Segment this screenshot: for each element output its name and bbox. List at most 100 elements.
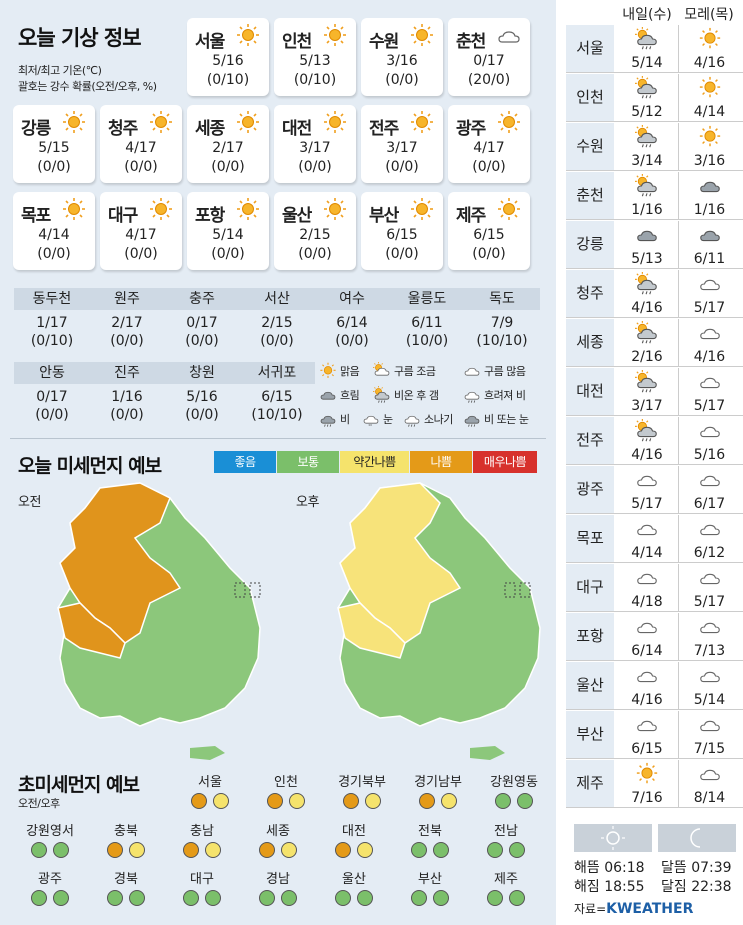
legend-item: 구름 많음	[462, 362, 526, 380]
fine-dust-region: 경북	[91, 870, 161, 910]
cloud-icon	[699, 769, 720, 781]
dust-level: 약간나쁨	[340, 451, 409, 473]
city-temp: 5/15	[38, 140, 70, 156]
region-name: 강원영동	[490, 775, 538, 790]
cloud-icon	[637, 573, 657, 585]
legend-label: 비 또는 눈	[484, 413, 529, 426]
day2-temp: 6/17	[693, 496, 726, 512]
forecast-city: 청주	[566, 270, 614, 317]
forecast-row: 광주 5/17 6/17	[566, 466, 743, 514]
day2-cell: 5/14	[678, 662, 740, 709]
day1-temp: 4/14	[631, 545, 663, 561]
day1-temp: 5/14	[631, 55, 663, 71]
am-dot	[411, 890, 427, 906]
day2-cell: 5/17	[678, 368, 740, 415]
city-name: 목포	[21, 206, 51, 226]
pm-dot	[281, 842, 297, 858]
minor-city-name: 울릉도	[389, 288, 465, 310]
sleet-icon	[464, 415, 480, 427]
minor-temp: 6/11	[411, 315, 443, 331]
day2-temp: 8/14	[693, 790, 726, 806]
minor-city: 서산 2/15 (0/0)	[239, 288, 315, 350]
forecast-city: 목포	[566, 515, 614, 562]
day1-temp: 5/12	[631, 104, 663, 120]
cloud-icon	[699, 622, 720, 634]
minor-city-name: 동두천	[14, 288, 90, 310]
day1-cell: 2/16	[616, 319, 678, 366]
fine-dust-region: 인천	[251, 773, 321, 813]
region-dots	[167, 890, 237, 910]
region-dots	[395, 890, 465, 910]
city-name: 강릉	[21, 119, 51, 139]
day2-cell: 7/15	[678, 711, 740, 758]
city-card: 세종 2/17 (0/0)	[187, 105, 269, 183]
forecast-city: 세종	[566, 319, 614, 366]
region-name: 충북	[114, 824, 138, 839]
sun-icon	[320, 362, 336, 378]
minor-temp: 2/17	[111, 315, 143, 331]
legend-label: 흐림	[340, 389, 360, 402]
city-name: 전주	[369, 119, 399, 139]
day1-cell: 5/12	[616, 74, 678, 121]
shower-icon	[404, 415, 420, 427]
city-card: 춘천 0/17 (20/0)	[448, 18, 530, 96]
city-name: 세종	[195, 119, 225, 139]
minor-city: 여수 6/14 (0/0)	[314, 288, 390, 350]
sun-icon	[636, 762, 658, 784]
minor-temp: 0/17	[186, 315, 218, 331]
region-name: 울산	[342, 872, 366, 887]
cloud-icon	[498, 31, 520, 43]
forecast-row: 수원 3/14 3/16	[566, 123, 743, 171]
sun-icon	[498, 111, 520, 133]
am-dot	[335, 890, 351, 906]
day2-cell: 8/14	[678, 760, 740, 807]
region-dots	[15, 890, 85, 910]
cloud-icon	[464, 367, 480, 376]
suncloud-icon	[373, 362, 390, 376]
sun-icon	[601, 826, 625, 850]
sun-icon	[150, 111, 172, 133]
weather-icon	[409, 197, 435, 223]
day1-temp: 5/17	[631, 496, 663, 512]
minor-temp: 6/15	[261, 389, 293, 405]
fine-dust-region: 대구	[167, 870, 237, 910]
fine-dust-sub: 오전/오후	[18, 797, 60, 810]
city-name: 포항	[195, 206, 225, 226]
region-dots	[15, 842, 85, 862]
weather-icon	[322, 197, 348, 223]
day2-temp: 1/16	[693, 202, 726, 218]
forecast-row: 세종 2/16 4/16	[566, 319, 743, 367]
minor-rain: (0/0)	[185, 333, 219, 349]
dust-level: 나쁨	[410, 451, 472, 473]
pm-dot	[509, 890, 525, 906]
legend-label: 소나기	[424, 413, 453, 426]
pm-label: 오후	[296, 495, 319, 510]
day1-header: 내일(수)	[622, 7, 672, 23]
moonrise: 달뜸 07:39	[661, 860, 732, 876]
am-dot	[31, 890, 47, 906]
city-rain: (0/10)	[293, 72, 337, 88]
region-name: 광주	[38, 872, 62, 887]
region-name: 전남	[494, 824, 518, 839]
forecast-city: 인천	[566, 74, 614, 121]
city-card: 인천 5/13 (0/10)	[274, 18, 356, 96]
forecast-city: 수원	[566, 123, 614, 170]
forecast-city: 광주	[566, 466, 614, 513]
day2-temp: 5/16	[693, 447, 726, 463]
sun-icon	[324, 24, 346, 46]
city-name: 제주	[456, 206, 486, 226]
minor-temp: 0/17	[36, 389, 68, 405]
city-rain: (0/0)	[298, 159, 332, 175]
region-dots	[251, 793, 321, 813]
city-rain: (0/0)	[37, 159, 71, 175]
city-rain: (0/0)	[472, 159, 506, 175]
sun-icon	[699, 125, 720, 147]
day1-cell: 4/16	[616, 270, 678, 317]
city-temp: 4/14	[38, 227, 70, 243]
fine-dust-region: 충북	[91, 822, 161, 862]
fine-dust-region: 제주	[471, 870, 541, 910]
weather-icon	[496, 23, 522, 49]
day1-temp: 7/16	[631, 790, 663, 806]
city-card: 청주 4/17 (0/0)	[100, 105, 182, 183]
day2-header: 모레(목)	[684, 7, 734, 23]
